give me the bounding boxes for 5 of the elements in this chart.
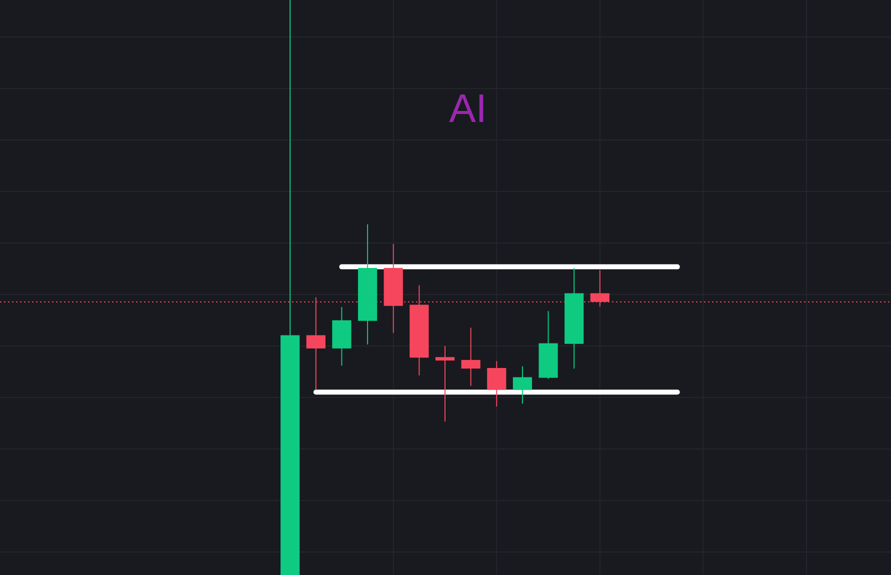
- candlestick: [461, 327, 480, 386]
- candlestick: [435, 346, 455, 422]
- candlestick: [487, 360, 506, 408]
- text: AI: [449, 87, 487, 131]
- candlestick: [512, 366, 532, 404]
